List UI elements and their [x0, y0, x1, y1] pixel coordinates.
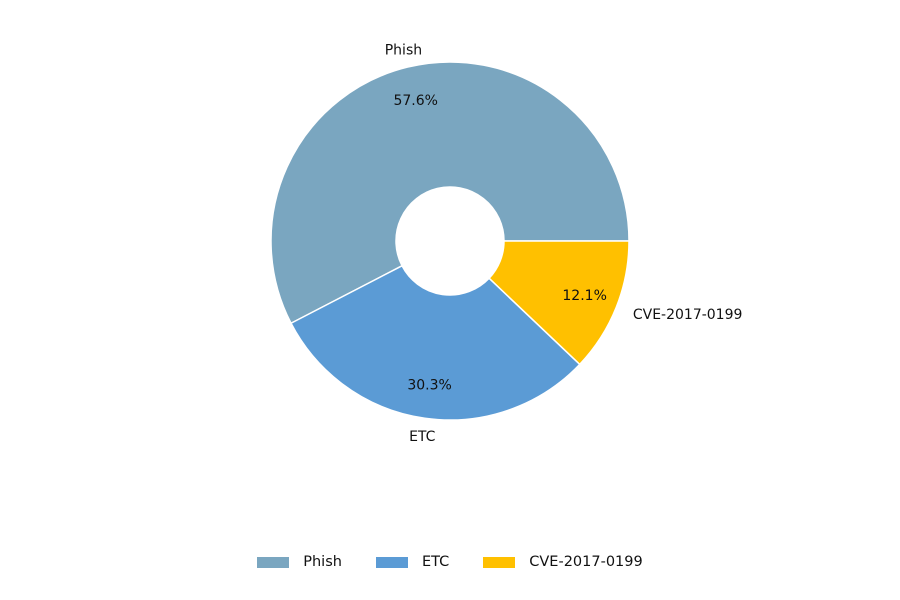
legend-label-etc: ETC [421, 554, 450, 570]
donut-slices [270, 61, 630, 421]
pct-label-phish: 57.6% [393, 93, 437, 109]
chart-legend: Phish ETC CVE-2017-0199 [0, 551, 900, 573]
legend-swatch-phish [257, 556, 290, 568]
slice-label-phish: Phish [385, 43, 422, 59]
legend-label-phish: Phish [303, 554, 342, 570]
pct-label-etc: 30.3% [407, 378, 451, 394]
slice-etc[interactable] [290, 264, 581, 421]
legend-swatch-etc [375, 556, 408, 568]
slice-phish[interactable] [270, 61, 630, 325]
slice-label-cve: CVE-2017-0199 [633, 307, 743, 323]
slice-cve[interactable] [488, 240, 630, 366]
slice-label-etc: ETC [409, 429, 436, 445]
pct-label-cve: 12.1% [562, 288, 606, 304]
legend-item-etc[interactable]: ETC [375, 554, 450, 570]
legend-label-cve: CVE-2017-0199 [529, 554, 643, 570]
legend-swatch-cve [483, 556, 516, 568]
donut-labels: 57.6% Phish 30.3% ETC 12.1% CVE-2017-0199 [385, 43, 743, 445]
legend-item-cve[interactable]: CVE-2017-0199 [483, 554, 643, 570]
legend-item-phish[interactable]: Phish [257, 554, 342, 570]
